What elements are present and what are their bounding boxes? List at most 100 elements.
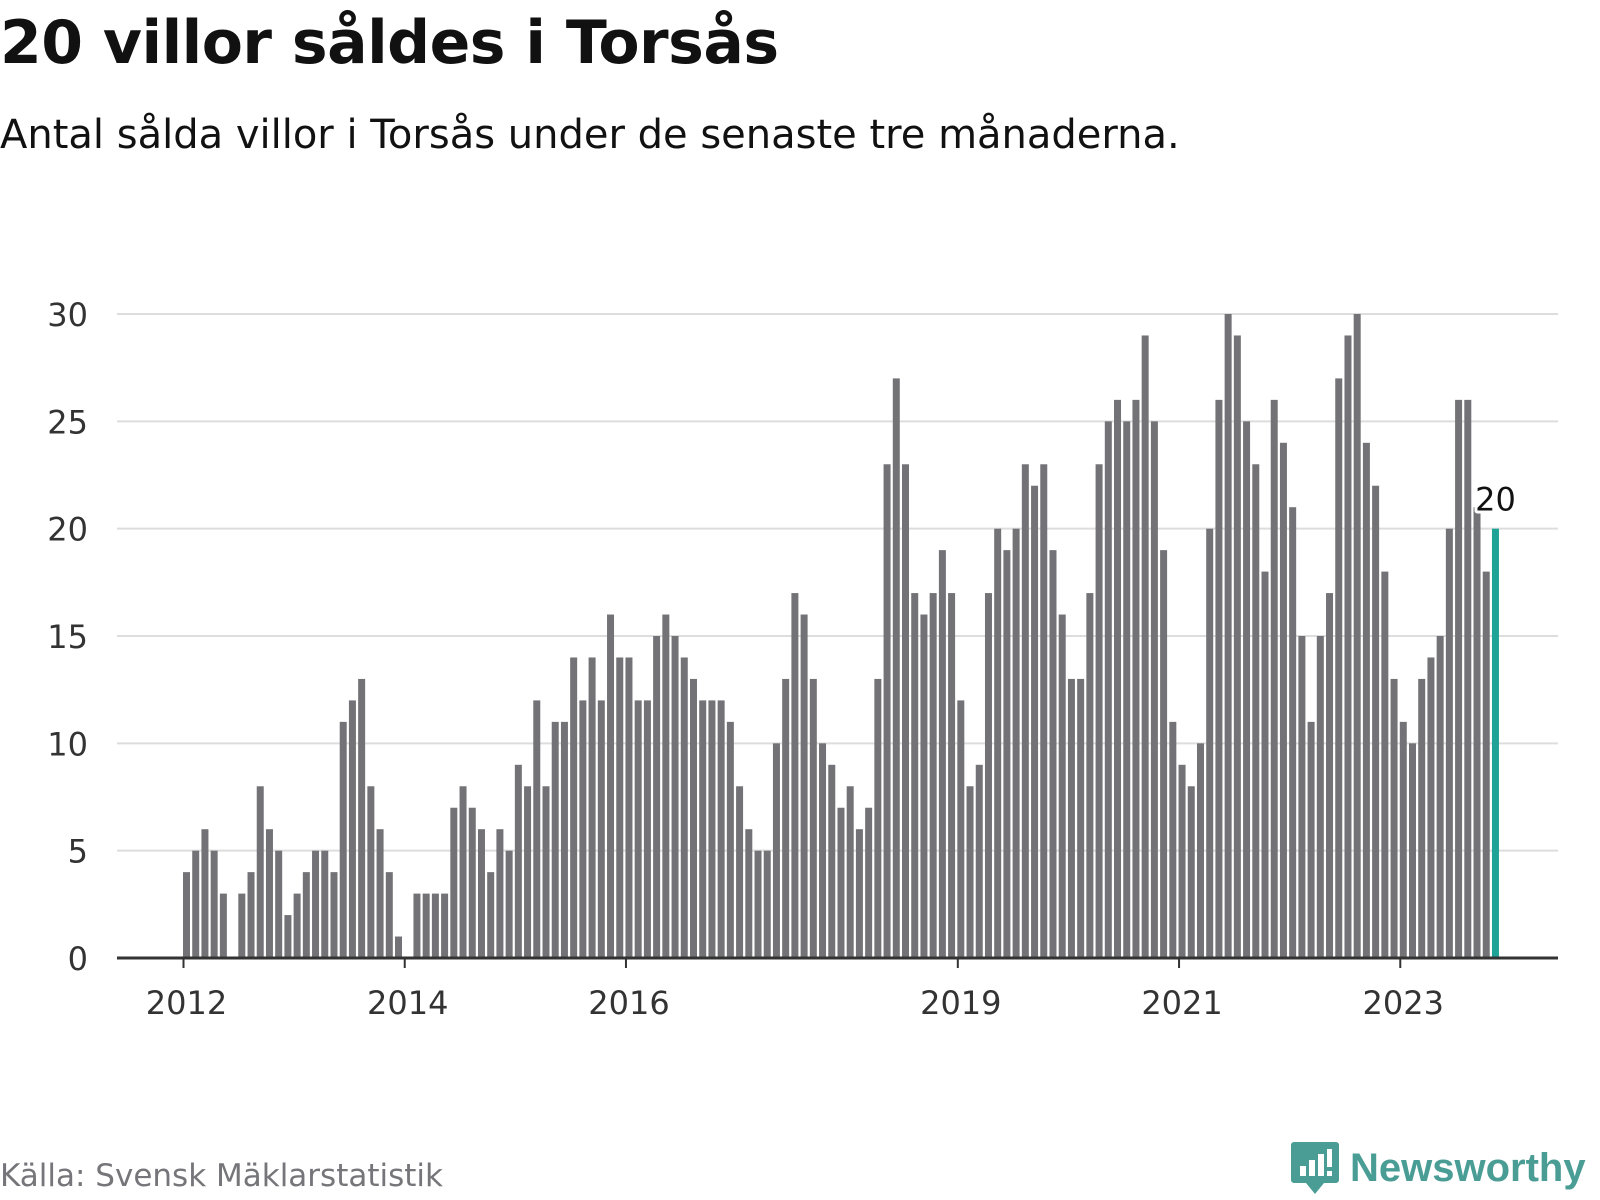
bar <box>754 850 762 958</box>
bar <box>1114 399 1122 958</box>
bar <box>1049 550 1057 958</box>
bar <box>828 764 836 958</box>
bar <box>1058 614 1066 958</box>
bar <box>256 786 264 958</box>
bar <box>837 807 845 958</box>
bar <box>1031 485 1039 958</box>
bar <box>1123 421 1131 959</box>
bar <box>957 700 965 958</box>
bar <box>966 786 974 958</box>
highlight-value-label: 20 <box>1475 481 1516 519</box>
bar <box>874 678 882 958</box>
bar <box>1362 442 1370 958</box>
source-note: Källa: Svensk Mäklarstatistik <box>0 1158 443 1194</box>
x-tick-label: 2016 <box>588 984 669 1022</box>
bar <box>1298 636 1306 958</box>
x-tick-label: 2014 <box>367 984 448 1022</box>
bar <box>247 872 255 958</box>
bar <box>265 829 273 958</box>
bar <box>846 786 854 958</box>
bar <box>1104 421 1112 959</box>
bar <box>1289 507 1297 958</box>
bar <box>505 850 513 958</box>
bar <box>948 593 956 958</box>
bar <box>1021 464 1029 958</box>
bar <box>413 893 421 958</box>
bar <box>680 657 688 958</box>
bar <box>1040 464 1048 958</box>
bar <box>1390 678 1398 958</box>
y-tick-label: 20 <box>47 511 88 549</box>
bar <box>1270 399 1278 958</box>
bar-chart-speech-bubble-icon <box>1291 1142 1339 1194</box>
bar <box>763 850 771 958</box>
bar <box>920 614 928 958</box>
bar <box>551 721 559 958</box>
bar <box>1215 399 1223 958</box>
bar <box>1012 528 1020 958</box>
bar <box>1353 314 1361 958</box>
bar <box>560 721 568 958</box>
bar <box>929 593 937 958</box>
x-tick-label: 2021 <box>1141 984 1222 1022</box>
bar <box>892 378 900 958</box>
bar <box>984 593 992 958</box>
bar <box>367 786 375 958</box>
bar <box>1418 678 1426 958</box>
brand-logo: Newsworthy <box>1290 1140 1586 1196</box>
bar <box>477 829 485 958</box>
y-tick-label: 0 <box>68 940 88 978</box>
bar <box>1261 571 1269 958</box>
bars <box>183 314 1499 959</box>
bar <box>938 550 946 958</box>
bar <box>643 700 651 958</box>
bar <box>284 915 292 958</box>
y-axis-ticks: 0 5 10 15 20 25 30 <box>47 296 88 978</box>
bar <box>994 528 1002 958</box>
highlight-bar <box>1491 528 1499 958</box>
bar <box>1003 550 1011 958</box>
bar <box>1455 399 1463 958</box>
bar <box>772 743 780 958</box>
bar <box>1224 314 1232 958</box>
bar <box>312 850 320 958</box>
bar <box>1279 442 1287 958</box>
bar <box>431 893 439 958</box>
bar <box>1473 507 1481 958</box>
y-tick-label: 5 <box>68 833 88 871</box>
bar <box>1408 743 1416 958</box>
bar <box>1141 335 1149 959</box>
bar <box>1316 636 1324 958</box>
bar <box>1427 657 1435 958</box>
bar <box>450 807 458 958</box>
y-tick-label: 15 <box>47 618 88 656</box>
bar <box>219 893 227 958</box>
bar <box>1243 421 1251 959</box>
bar <box>791 593 799 958</box>
bar <box>468 807 476 958</box>
y-tick-label: 10 <box>47 725 88 763</box>
bar <box>1169 721 1177 958</box>
bar <box>708 700 716 958</box>
bar <box>348 700 356 958</box>
x-tick-label: 2012 <box>146 984 227 1022</box>
bar <box>653 636 661 958</box>
brand-name: Newsworthy <box>1350 1145 1586 1190</box>
bar <box>579 700 587 958</box>
bar <box>607 614 615 958</box>
x-tick-label: 2019 <box>920 984 1001 1022</box>
bar <box>496 829 504 958</box>
bar <box>671 636 679 958</box>
bar <box>1381 571 1389 958</box>
bar <box>524 786 532 958</box>
bar <box>1095 464 1103 958</box>
y-tick-label: 30 <box>47 296 88 334</box>
bar <box>1252 464 1260 958</box>
data-labels: 20 <box>1472 478 1519 522</box>
bar <box>1344 335 1352 959</box>
bar <box>302 872 310 958</box>
bar <box>376 829 384 958</box>
bar <box>1372 485 1380 958</box>
chart-subtitle: Antal sålda villor i Torsås under de sen… <box>0 112 1180 158</box>
bar <box>782 678 790 958</box>
